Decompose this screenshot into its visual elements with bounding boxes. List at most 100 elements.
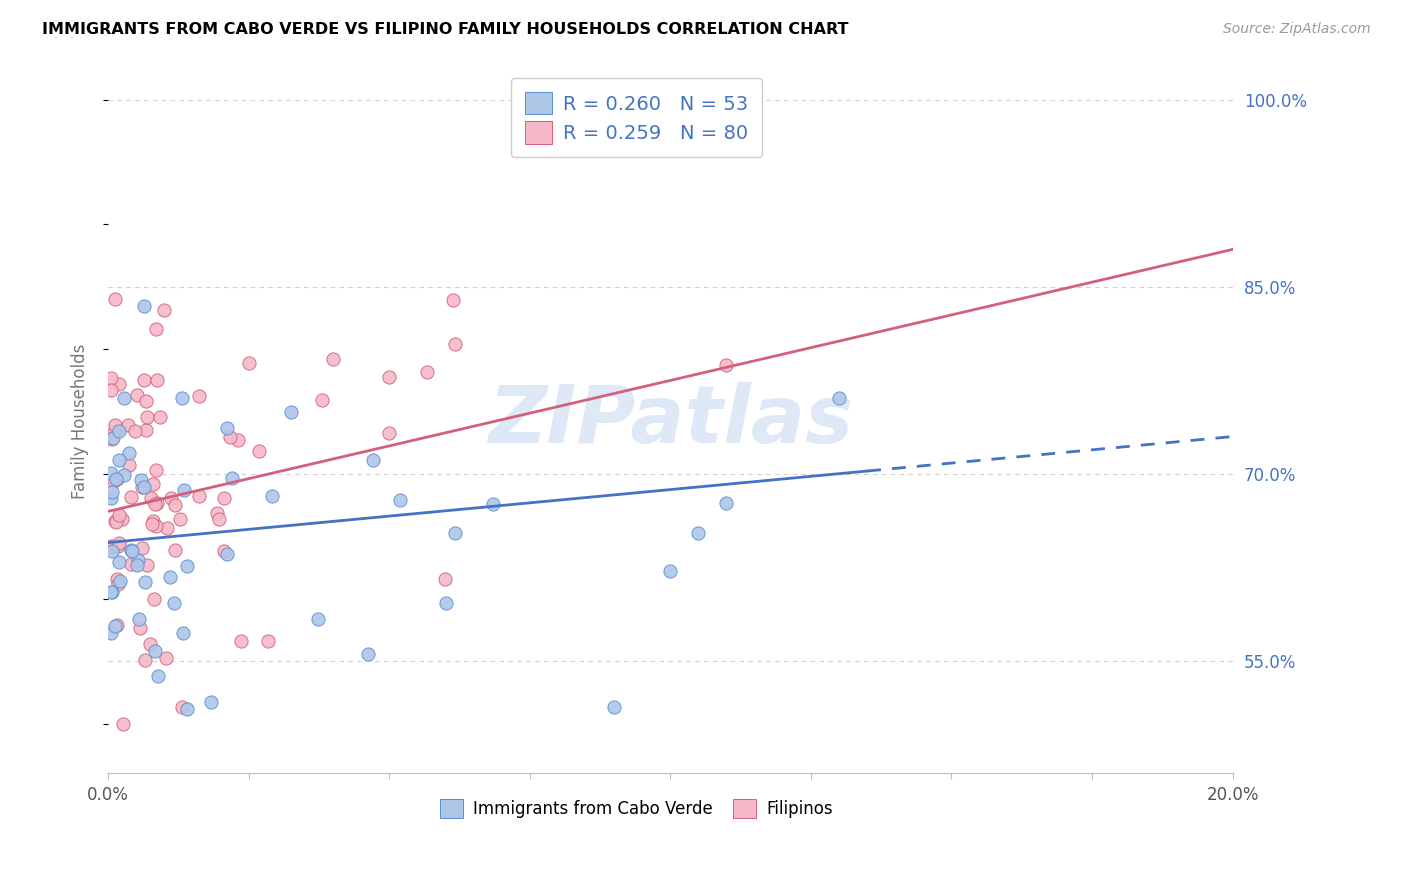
Point (142, 514, 165, 528)
Point (118, 458, 141, 472)
Point (146, 373, 169, 387)
Point (231, 634, 253, 648)
Point (135, 558, 157, 573)
Point (153, 303, 176, 318)
Point (247, 444, 270, 458)
Point (208, 512, 231, 526)
Point (311, 392, 333, 407)
Point (117, 417, 139, 432)
Point (101, 485, 124, 500)
Point (112, 467, 135, 482)
Point (444, 525, 467, 540)
Point (172, 391, 194, 405)
Point (105, 572, 128, 586)
Point (165, 543, 187, 558)
Point (100, 584, 122, 599)
Point (120, 491, 142, 505)
Point (135, 423, 157, 437)
Point (200, 695, 222, 709)
Point (145, 322, 167, 336)
Point (101, 543, 124, 558)
Point (149, 409, 172, 424)
Point (603, 699, 626, 714)
Point (121, 544, 143, 558)
Point (828, 391, 851, 405)
Point (257, 634, 280, 648)
Point (103, 292, 125, 306)
Point (172, 700, 194, 714)
Legend: Immigrants from Cabo Verde, Filipinos: Immigrants from Cabo Verde, Filipinos (433, 792, 839, 825)
Point (118, 445, 141, 459)
Point (141, 517, 163, 532)
Point (389, 493, 412, 508)
Point (135, 393, 157, 408)
Point (169, 511, 191, 525)
Point (145, 519, 167, 533)
Point (107, 452, 129, 467)
Point (172, 625, 194, 640)
Point (128, 620, 150, 634)
Point (108, 555, 131, 569)
Point (100, 491, 122, 505)
Point (481, 497, 503, 511)
Point (145, 463, 167, 477)
Point (226, 433, 249, 447)
Point (108, 376, 131, 391)
Point (159, 491, 181, 505)
Y-axis label: Family Households: Family Households (72, 343, 89, 499)
Point (105, 472, 128, 486)
Point (105, 516, 128, 530)
Point (131, 473, 153, 487)
Point (104, 619, 127, 633)
Point (112, 716, 135, 731)
Point (111, 512, 134, 526)
Point (107, 539, 129, 553)
Point (176, 702, 198, 716)
Point (322, 351, 344, 366)
Point (134, 372, 156, 386)
Point (307, 612, 329, 626)
Point (105, 618, 128, 632)
Point (100, 432, 122, 446)
Point (101, 431, 124, 445)
Point (219, 430, 242, 444)
Point (134, 299, 156, 313)
Point (104, 418, 127, 433)
Point (120, 557, 142, 571)
Point (103, 474, 125, 488)
Point (103, 425, 125, 440)
Point (165, 498, 187, 512)
Point (205, 506, 228, 520)
Point (176, 558, 198, 573)
Point (238, 355, 260, 369)
Point (262, 490, 284, 504)
Point (378, 426, 401, 441)
Point (139, 636, 162, 650)
Point (136, 409, 159, 424)
Point (215, 547, 238, 561)
Point (127, 552, 149, 566)
Point (134, 574, 156, 589)
Point (100, 539, 122, 553)
Point (173, 483, 195, 497)
Point (441, 293, 464, 307)
Point (104, 424, 127, 438)
Point (146, 495, 169, 509)
Point (108, 535, 131, 549)
Point (688, 525, 710, 540)
Point (155, 650, 177, 665)
Point (378, 370, 401, 384)
Point (434, 596, 457, 610)
Point (124, 425, 146, 439)
Point (134, 480, 156, 494)
Point (139, 491, 162, 506)
Point (128, 612, 150, 626)
Point (100, 540, 122, 554)
Point (107, 577, 129, 591)
Point (361, 453, 384, 467)
Point (716, 495, 738, 509)
Point (444, 337, 467, 351)
Point (125, 388, 148, 402)
Point (416, 365, 439, 379)
Point (108, 574, 131, 588)
